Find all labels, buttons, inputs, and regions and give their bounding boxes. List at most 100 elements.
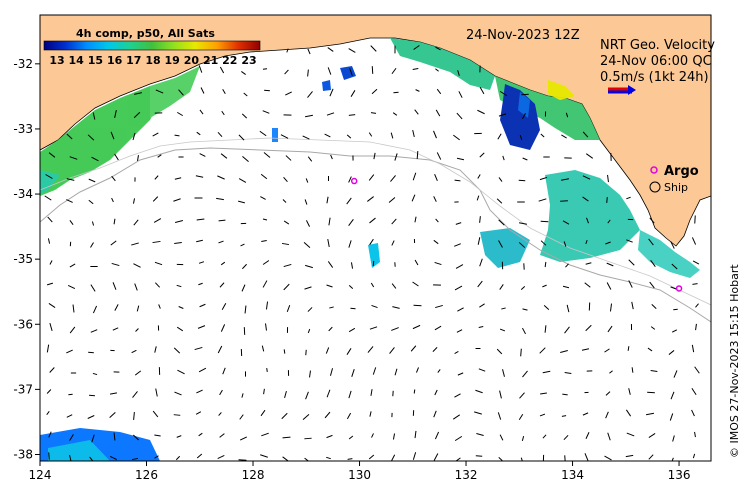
- velocity-vector: [479, 303, 485, 308]
- velocity-vector: [132, 132, 136, 141]
- velocity-vector: [585, 239, 588, 245]
- velocity-vector: [457, 70, 460, 76]
- velocity-vector: [477, 237, 481, 245]
- velocity-vector: [242, 156, 249, 162]
- velocity-vector: [412, 281, 419, 287]
- velocity-vector: [283, 176, 288, 183]
- velocity-vector: [216, 197, 224, 201]
- velocity-vector: [454, 243, 461, 247]
- scale-label: 0.5m/s (1kt 24h): [600, 70, 709, 85]
- velocity-vector: [283, 263, 292, 268]
- velocity-vector: [650, 370, 658, 372]
- velocity-vector: [368, 454, 375, 460]
- velocity-vector: [174, 391, 182, 396]
- velocity-vector: [198, 261, 205, 264]
- velocity-vector: [432, 347, 438, 352]
- velocity-vector: [415, 89, 420, 92]
- velocity-vector: [347, 458, 353, 460]
- velocity-vector: [111, 197, 114, 203]
- velocity-vector: [392, 433, 396, 440]
- velocity-vector: [584, 453, 589, 461]
- velocity-vector: [327, 238, 330, 248]
- velocity-vector: [132, 391, 138, 398]
- velocity-vector: [607, 219, 611, 224]
- velocity-vector: [412, 129, 415, 138]
- velocity-vector: [302, 413, 310, 421]
- velocity-vector: [475, 389, 483, 394]
- velocity-vector: [519, 392, 525, 399]
- velocity-vector: [369, 238, 374, 246]
- velocity-vector: [560, 178, 570, 181]
- velocity-vector: [609, 370, 613, 374]
- velocity-vector: [239, 414, 244, 420]
- velocity-vector: [388, 197, 396, 203]
- velocity-vector: [543, 304, 550, 311]
- velocity-vector: [582, 175, 591, 180]
- colorbar-tick-label: 17: [126, 54, 141, 67]
- velocity-vector: [625, 409, 632, 417]
- velocity-vector: [370, 282, 375, 288]
- velocity-vector: [631, 367, 634, 373]
- velocity-vector: [393, 91, 399, 94]
- velocity-vector: [91, 156, 99, 162]
- velocity-vector: [627, 346, 630, 351]
- velocity-vector: [561, 415, 567, 417]
- velocity-vector: [391, 218, 397, 225]
- velocity-vector: [242, 263, 247, 270]
- velocity-vector: [154, 434, 161, 437]
- velocity-vector: [281, 412, 288, 420]
- velocity-vector: [522, 157, 528, 161]
- velocity-vector: [538, 198, 547, 202]
- velocity-vector: [692, 453, 696, 459]
- velocity-vector: [585, 262, 592, 265]
- velocity-vector: [69, 263, 76, 268]
- velocity-vector: [521, 436, 525, 441]
- velocity-vector: [92, 372, 98, 376]
- y-tick-label: -37: [13, 382, 33, 396]
- velocity-vector: [456, 329, 463, 333]
- velocity-vector: [174, 242, 182, 244]
- velocity-vector: [47, 216, 53, 223]
- velocity-vector: [520, 457, 523, 461]
- x-tick-label: 124: [29, 468, 52, 482]
- velocity-vector: [259, 130, 267, 137]
- velocity-vector: [154, 455, 159, 459]
- velocity-vector: [650, 326, 656, 330]
- velocity-vector: [302, 135, 310, 140]
- velocity-vector: [282, 199, 287, 203]
- velocity-vector: [49, 260, 53, 265]
- velocity-vector: [305, 264, 313, 269]
- velocity-vector: [260, 196, 266, 200]
- colorbar-tick-label: 19: [165, 54, 180, 67]
- velocity-vector: [520, 348, 522, 357]
- velocity-vector: [240, 243, 245, 247]
- velocity-vector: [154, 175, 159, 180]
- velocity-vector: [46, 411, 50, 415]
- velocity-vector: [433, 196, 437, 202]
- velocity-vector: [307, 69, 309, 77]
- velocity-vector: [218, 240, 224, 244]
- velocity-vector: [540, 220, 549, 223]
- velocity-vector: [497, 133, 502, 140]
- velocity-vector: [114, 110, 117, 118]
- velocity-vector: [152, 196, 159, 202]
- velocity-vector: [222, 89, 226, 94]
- velocity-vector: [48, 431, 52, 438]
- velocity-vector: [542, 434, 547, 439]
- velocity-vector: [455, 457, 461, 461]
- velocity-vector: [241, 71, 246, 75]
- velocity-vector: [199, 153, 206, 157]
- velocity-vector: [414, 216, 417, 223]
- velocity-vector: [219, 433, 225, 438]
- velocity-vector: [282, 436, 291, 439]
- velocity-vector: [241, 393, 244, 398]
- y-tick-label: -38: [13, 447, 33, 461]
- velocity-vector: [584, 282, 591, 288]
- velocity-vector: [173, 414, 181, 416]
- velocity-vector: [218, 412, 222, 416]
- velocity-vector: [158, 304, 161, 309]
- velocity-vector: [280, 134, 289, 139]
- velocity-vector: [435, 46, 441, 51]
- velocity-vector: [307, 328, 311, 334]
- velocity-vector: [412, 172, 417, 181]
